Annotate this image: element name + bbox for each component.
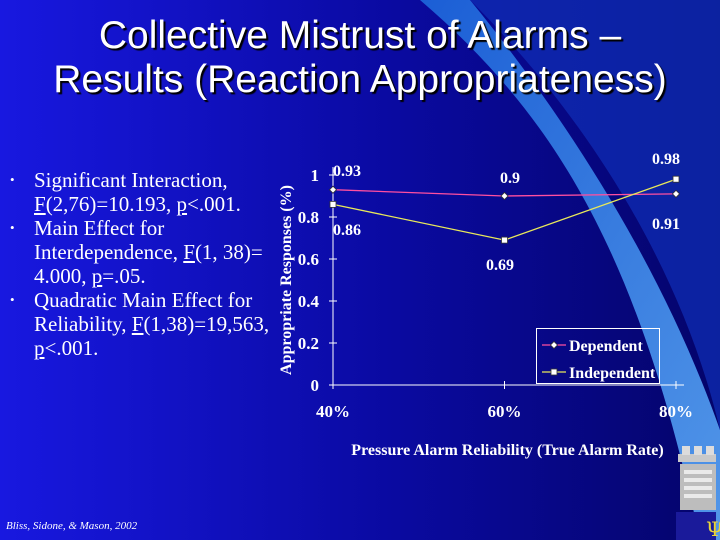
slide-title: Collective Mistrust of Alarms – Results …: [0, 14, 720, 102]
bullet-item: • Main Effect for Interdependence, F(1, …: [10, 216, 263, 288]
data-label: 0.93: [333, 163, 361, 180]
data-label: 0.91: [652, 216, 680, 233]
y-tick-label: 0: [311, 376, 320, 395]
y-tick-label: 0.6: [298, 250, 319, 269]
bullet-dot-icon: •: [10, 220, 15, 235]
data-point-independent: [672, 175, 680, 183]
title-line-2: Results (Reaction Appropriateness): [53, 58, 667, 101]
chart-legend: [536, 328, 660, 384]
data-point-independent: [501, 236, 508, 244]
y-tick-label: 0.8: [298, 208, 319, 227]
bullet-item: • Significant Interaction, F(2,76)=10.19…: [10, 168, 241, 216]
data-label: 0.86: [333, 222, 361, 239]
bullet-dot-icon: •: [10, 292, 15, 307]
x-axis-title: Pressure Alarm Reliability (True Alarm R…: [351, 442, 663, 459]
y-tick-label: 1: [311, 166, 320, 185]
bullet-item: • Quadratic Main Effect for Reliability,…: [10, 288, 270, 360]
data-label: 0.98: [652, 151, 680, 168]
series-line-independent: [332, 178, 677, 241]
data-point-independent: [329, 200, 337, 208]
y-axis-title: Appropriate Responses (%): [278, 185, 295, 375]
shield-psi-icon: Ψ: [676, 446, 720, 540]
citation: Bliss, Sidone, & Mason, 2002: [6, 520, 138, 532]
y-tick-label: 0.4: [298, 292, 320, 311]
data-point-dependent: [671, 189, 681, 198]
legend-label-dependent: Dependent: [569, 338, 643, 355]
data-label: 0.69: [486, 257, 514, 274]
legend-marker-dependent: [549, 340, 559, 350]
title-line-1: Collective Mistrust of Alarms –: [98, 14, 622, 57]
x-tick-label: 80%: [659, 402, 693, 421]
legend-marker-independent: [550, 368, 558, 376]
x-tick-label: 60%: [488, 402, 522, 421]
bullet-list: • Significant Interaction, F(2,76)=10.19…: [8, 168, 270, 360]
svg-text:Ψ: Ψ: [706, 517, 720, 540]
data-label: 0.9: [500, 170, 520, 187]
x-tick-label: 40%: [316, 402, 350, 421]
data-point-dependent: [328, 185, 338, 194]
data-point-dependent: [500, 191, 509, 201]
y-tick-label: 0.2: [298, 334, 319, 353]
bullet-dot-icon: •: [10, 172, 15, 187]
legend-label-independent: Independent: [569, 365, 656, 382]
